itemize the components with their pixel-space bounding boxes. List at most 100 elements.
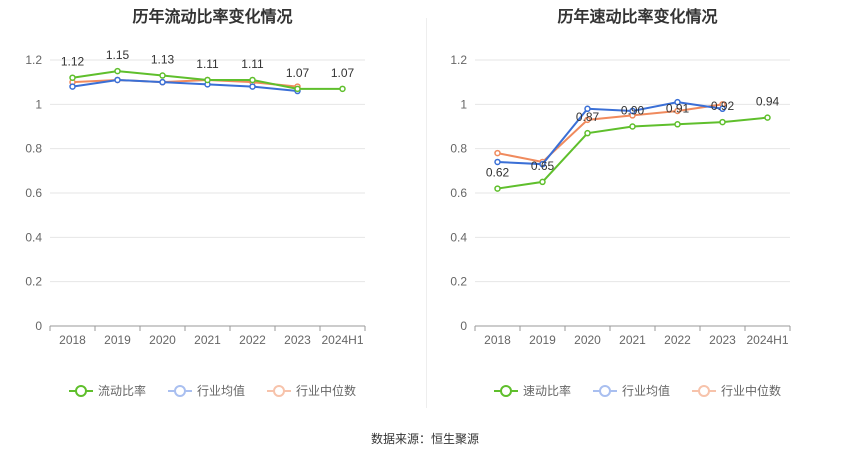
- legend-item-primary[interactable]: 速动比率: [493, 382, 571, 399]
- legend-label: 行业均值: [621, 384, 670, 398]
- data-point-0: [674, 121, 681, 128]
- data-point-2: [584, 116, 591, 124]
- data-label: 0.94: [756, 95, 780, 109]
- data-label: 0.91: [666, 101, 690, 115]
- legend-label: 速动比率: [522, 384, 571, 398]
- data-label: 0.92: [711, 99, 735, 113]
- data-point-1: [674, 98, 681, 106]
- data-label: 0.87: [576, 110, 600, 124]
- data-point-1: [114, 76, 121, 84]
- data-point-0: [204, 76, 211, 84]
- legend-label: 行业均值: [196, 384, 245, 398]
- data-point-0: [249, 76, 256, 84]
- data-point-0: [764, 114, 771, 121]
- legend-label: 流动比率: [97, 384, 146, 398]
- x-tick-label: 2022: [664, 333, 691, 347]
- data-label: 1.12: [61, 55, 85, 69]
- y-tick-label: 0: [35, 319, 42, 333]
- data-label: 0.90: [621, 104, 645, 118]
- current-ratio-chart: 0 0.2 0.4 0.6 0.8 1 1.2 2018 2019 2020 2021 2022 202…: [25, 48, 366, 347]
- data-label: 1.11: [241, 57, 264, 71]
- y-tick-label: 1.2: [25, 53, 42, 67]
- legend-marker-icon: [692, 384, 716, 398]
- data-point-1: [249, 83, 256, 90]
- quick-ratio-panel: 历年速动比率变化情况 0 0.2 0.4 0.6 0.8 1 1.2 2018 2019 2020…: [425, 0, 850, 410]
- legend-marker-icon: [267, 384, 291, 398]
- data-point-2: [674, 107, 681, 115]
- x-tick-label: 2021: [619, 333, 646, 347]
- data-point-0: [494, 185, 501, 192]
- x-tick-label: 2024H1: [746, 333, 788, 347]
- y-tick-label: 0: [460, 319, 467, 333]
- data-point-1: [69, 83, 76, 90]
- data-point-0: [584, 129, 591, 137]
- x-tick-label: 2019: [104, 333, 131, 347]
- data-point-0: [629, 123, 636, 130]
- legend: 速动比率 行业均值 行业中位数: [425, 382, 850, 399]
- data-label: 1.11: [196, 57, 219, 71]
- panel-divider: [426, 18, 427, 408]
- data-source: 数据来源：恒生聚源: [370, 432, 479, 446]
- legend-item-industry-median[interactable]: 行业中位数: [692, 382, 781, 399]
- y-tick-label: 0.6: [25, 186, 42, 200]
- legend-item-industry-avg[interactable]: 行业均值: [167, 382, 245, 399]
- y-tick-label: 0.2: [450, 275, 467, 289]
- x-tick-label: 2023: [709, 333, 736, 347]
- data-label: 0.65: [531, 159, 555, 173]
- x-tick-label: 2018: [484, 333, 511, 347]
- x-tick-label: 2020: [574, 333, 601, 347]
- y-tick-label: 0.4: [25, 230, 42, 244]
- data-point-0: [719, 118, 726, 126]
- x-tick-label: 2020: [149, 333, 176, 347]
- legend-marker-icon: [592, 384, 617, 398]
- data-point-0: [114, 67, 121, 75]
- chart-title: 历年速动比率变化情况: [557, 9, 718, 26]
- series-line-1: [72, 78, 298, 93]
- data-point-1: [629, 107, 636, 115]
- x-tick-label: 2018: [59, 333, 86, 347]
- x-tick-label: 2023: [284, 333, 311, 347]
- legend-item-primary[interactable]: 流动比率: [68, 382, 146, 399]
- legend-item-industry-median[interactable]: 行业中位数: [267, 382, 356, 399]
- legend-item-industry-avg[interactable]: 行业均值: [592, 382, 670, 399]
- y-tick-label: 0.8: [25, 142, 42, 156]
- y-tick-label: 0.8: [450, 142, 467, 156]
- data-label: 1.07: [286, 66, 310, 80]
- data-label: 0.62: [486, 166, 510, 180]
- y-tick-label: 1: [35, 97, 42, 111]
- x-tick-label: 2022: [239, 333, 266, 347]
- data-point-0: [69, 74, 76, 81]
- chart-title: 历年流动比率变化情况: [132, 9, 293, 26]
- data-label: 1.15: [106, 48, 130, 62]
- data-point-1: [539, 160, 546, 168]
- x-tick-label: 2019: [529, 333, 556, 347]
- legend-marker-icon: [167, 384, 192, 398]
- data-point-1: [584, 105, 591, 113]
- legend: 流动比率 行业均值 行业中位数: [0, 382, 425, 399]
- data-point-1: [494, 158, 501, 166]
- data-point-0: [339, 85, 346, 93]
- y-tick-label: 1.2: [450, 53, 467, 67]
- data-label: 1.13: [151, 53, 175, 67]
- data-point-0: [294, 85, 301, 93]
- current-ratio-panel: 历年流动比率变化情况 0 0.2 0.4 0.6 0.8 1 1.2 2018 2019 2020…: [0, 0, 425, 410]
- data-point-0: [539, 178, 546, 186]
- x-tick-label: 2021: [194, 333, 221, 347]
- series-line-2: [497, 103, 723, 164]
- legend-marker-icon: [493, 384, 518, 398]
- data-point-1: [719, 105, 726, 113]
- y-tick-label: 0.4: [450, 230, 467, 244]
- quick-ratio-chart: 0 0.2 0.4 0.6 0.8 1 1.2 2018 2019 2020 2021 2022 202…: [450, 53, 791, 347]
- y-tick-label: 0.2: [25, 275, 42, 289]
- legend-label: 行业中位数: [296, 384, 357, 398]
- y-tick-label: 0.6: [450, 186, 467, 200]
- legend-label: 行业中位数: [721, 384, 782, 398]
- data-point-2: [494, 149, 501, 157]
- legend-marker-icon: [68, 384, 93, 398]
- y-tick-label: 1: [460, 97, 467, 111]
- data-label: 1.07: [331, 66, 355, 80]
- series-line-1: [497, 101, 723, 166]
- data-point-0: [159, 72, 166, 79]
- x-tick-label: 2024H1: [321, 333, 363, 347]
- data-point-1: [159, 78, 166, 86]
